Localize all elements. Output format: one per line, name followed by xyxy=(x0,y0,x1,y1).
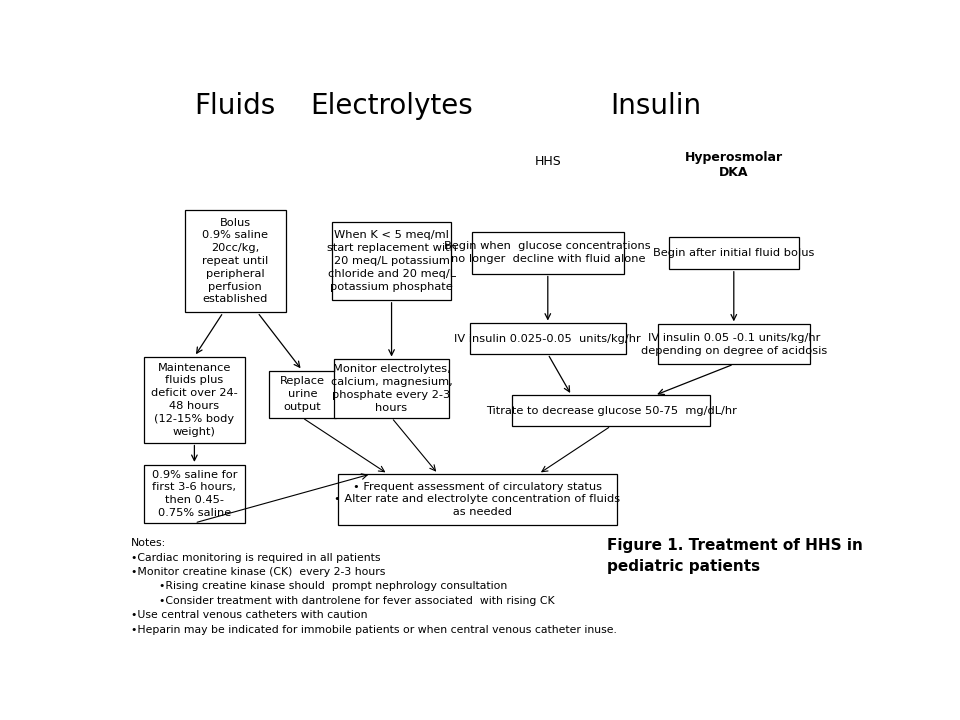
Text: Monitor electrolytes,
calcium, magnesium,
phosphate every 2-3
hours: Monitor electrolytes, calcium, magnesium… xyxy=(330,364,452,413)
Bar xyxy=(338,474,616,525)
Bar xyxy=(469,323,626,354)
Text: HHS: HHS xyxy=(535,155,562,168)
Bar xyxy=(269,371,336,418)
Bar xyxy=(144,465,245,523)
Text: IV insulin 0.025-0.05  units/kg/hr: IV insulin 0.025-0.05 units/kg/hr xyxy=(454,333,641,343)
Text: Begin after initial fluid bolus: Begin after initial fluid bolus xyxy=(653,248,814,258)
Text: Replace
urine
output: Replace urine output xyxy=(279,377,324,412)
Text: Titrate to decrease glucose 50-75  mg/dL/hr: Titrate to decrease glucose 50-75 mg/dL/… xyxy=(486,406,736,415)
Text: Bolus
0.9% saline
20cc/kg,
repeat until
peripheral
perfusion
established: Bolus 0.9% saline 20cc/kg, repeat until … xyxy=(203,217,269,305)
Text: 0.9% saline for
first 3-6 hours,
then 0.45-
0.75% saline: 0.9% saline for first 3-6 hours, then 0.… xyxy=(152,469,237,518)
Bar xyxy=(332,222,451,300)
Bar xyxy=(334,359,449,418)
Bar xyxy=(144,356,245,443)
Bar xyxy=(185,210,285,312)
Text: Figure 1. Treatment of HHS in
pediatric patients: Figure 1. Treatment of HHS in pediatric … xyxy=(608,539,863,575)
Bar xyxy=(471,232,624,274)
Text: Hyperosmolar
DKA: Hyperosmolar DKA xyxy=(684,151,782,179)
Text: • Frequent assessment of circulatory status
• Alter rate and electrolyte concent: • Frequent assessment of circulatory sta… xyxy=(334,482,620,517)
Text: Fluids: Fluids xyxy=(195,92,276,120)
Bar xyxy=(669,237,799,269)
Text: When K < 5 meq/ml
start replacement with
20 meq/L potassium
chloride and 20 meq/: When K < 5 meq/ml start replacement with… xyxy=(326,230,457,292)
Text: Notes:
•Cardiac monitoring is required in all patients
•Monitor creatine kinase : Notes: •Cardiac monitoring is required i… xyxy=(132,539,617,634)
Text: Electrolytes: Electrolytes xyxy=(310,92,473,120)
Text: Begin when  glucose concentrations
no longer  decline with fluid alone: Begin when glucose concentrations no lon… xyxy=(444,241,651,264)
Bar xyxy=(513,395,709,426)
Text: IV insulin 0.05 -0.1 units/kg/hr
depending on degree of acidosis: IV insulin 0.05 -0.1 units/kg/hr dependi… xyxy=(640,333,827,356)
Bar xyxy=(658,324,810,364)
Text: Maintenance
fluids plus
deficit over 24-
48 hours
(12-15% body
weight): Maintenance fluids plus deficit over 24-… xyxy=(151,363,238,436)
Text: Insulin: Insulin xyxy=(611,92,701,120)
